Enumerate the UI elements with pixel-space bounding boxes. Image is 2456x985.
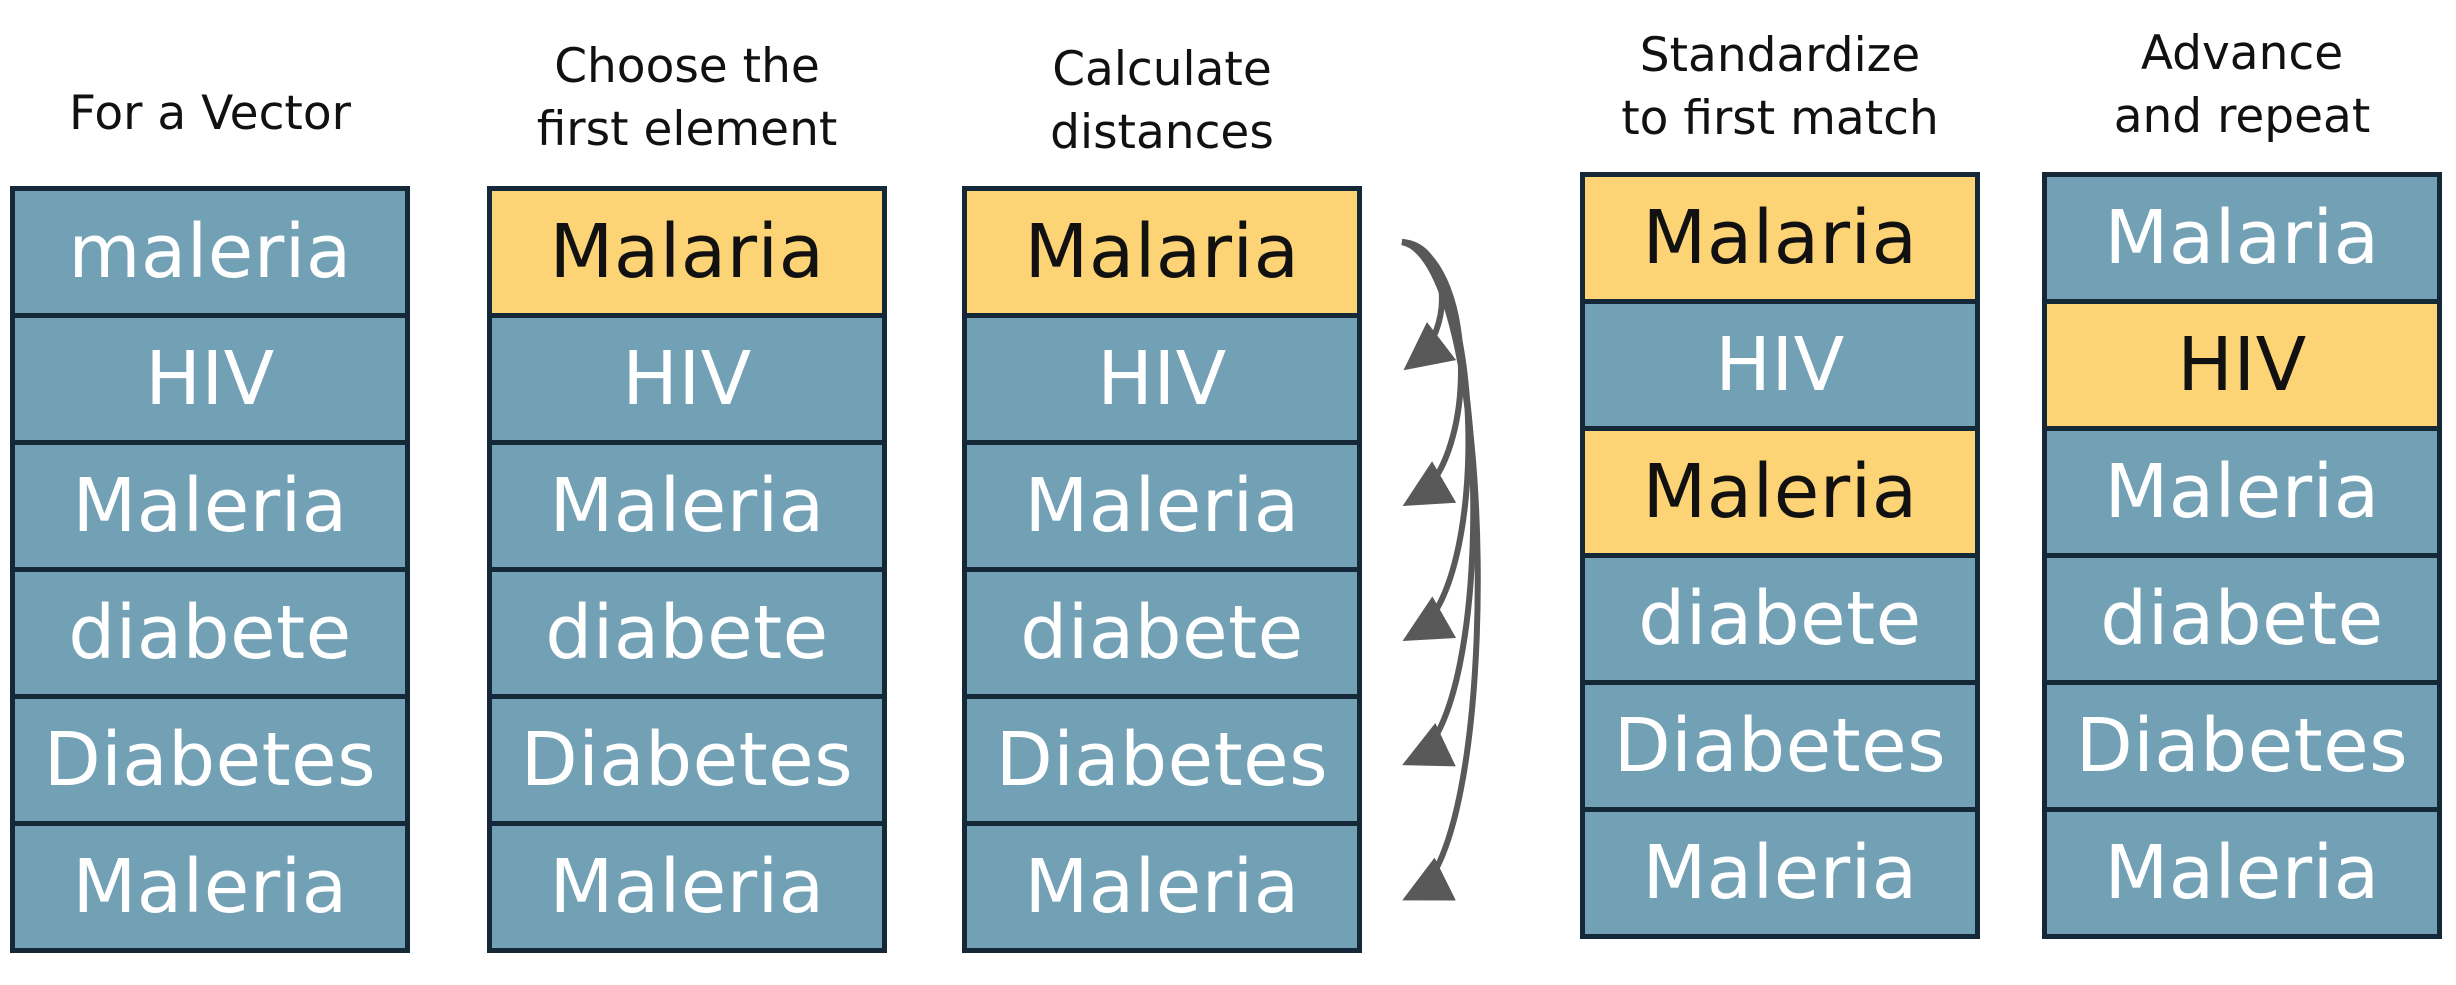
vector-cell: Malaria xyxy=(492,191,882,313)
vector-cell: diabete xyxy=(492,572,882,694)
distance-arrow-maleria-2 xyxy=(1401,239,1481,901)
vector-cell: Diabetes xyxy=(492,699,882,821)
column-title-5: Advance and repeat xyxy=(2113,26,2371,144)
vector-cell: Diabetes xyxy=(2047,685,2437,807)
column-title-2: Choose the first element xyxy=(536,39,838,157)
vector-cell: Maleria xyxy=(2047,812,2437,934)
vector-cell: maleria xyxy=(15,191,405,313)
vector-cell: diabete xyxy=(15,572,405,694)
vector-cell: Diabetes xyxy=(1585,685,1975,807)
vector-cell: Maleria xyxy=(15,826,405,948)
distance-arrow-diabete xyxy=(1401,239,1472,641)
vector-cell: diabete xyxy=(967,572,1357,694)
vector-cell: Diabetes xyxy=(967,699,1357,821)
vector-cell: Malaria xyxy=(967,191,1357,313)
vector-cell: Maleria xyxy=(2047,431,2437,553)
vector-cell: Maleria xyxy=(1585,431,1975,553)
distance-arrow-maleria-1 xyxy=(1401,239,1464,507)
vector-cell: Maleria xyxy=(1585,812,1975,934)
vector-cell: Maleria xyxy=(967,826,1357,948)
vector-column-4: Malaria HIV Maleria diabete Diabetes Mal… xyxy=(1580,172,1980,939)
vector-cell: HIV xyxy=(492,318,882,440)
vector-column-5: Malaria HIV Maleria diabete Diabetes Mal… xyxy=(2042,172,2442,939)
column-title-4: Standardize to first match xyxy=(1621,28,1939,146)
vector-cell: Maleria xyxy=(492,445,882,567)
vector-cell: Maleria xyxy=(967,445,1357,567)
column-title-3: Calculate distances xyxy=(1050,42,1274,160)
vector-cell: HIV xyxy=(967,318,1357,440)
vector-cell: HIV xyxy=(15,318,405,440)
vector-cell: Maleria xyxy=(492,826,882,948)
vector-column-3: Malaria HIV Maleria diabete Diabetes Mal… xyxy=(962,186,1362,953)
column-title-1: For a Vector xyxy=(69,86,351,141)
vector-cell: HIV xyxy=(1585,304,1975,426)
vector-column-2: Malaria HIV Maleria diabete Diabetes Mal… xyxy=(487,186,887,953)
vector-column-1: maleria HIV Maleria diabete Diabetes Mal… xyxy=(10,186,410,953)
vector-cell: Malaria xyxy=(2047,177,2437,299)
vector-cell: HIV xyxy=(2047,304,2437,426)
vector-cell: Diabetes xyxy=(15,699,405,821)
vector-cell: Maleria xyxy=(15,445,405,567)
vector-cell: diabete xyxy=(2047,558,2437,680)
vector-cell: diabete xyxy=(1585,558,1975,680)
vector-cell: Malaria xyxy=(1585,177,1975,299)
